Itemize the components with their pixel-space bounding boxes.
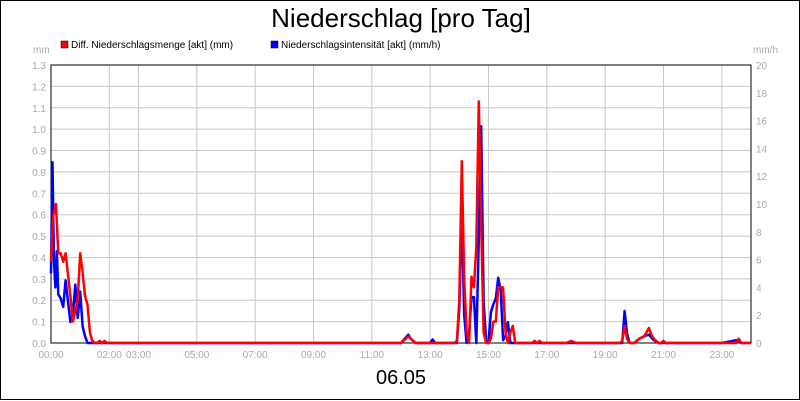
y-left-tick-label: 0.4 bbox=[32, 253, 46, 264]
y-left-tick-label: 1.2 bbox=[32, 82, 46, 93]
y-left-tick-label: 0.9 bbox=[32, 147, 46, 158]
y-right-tick-label: 18 bbox=[756, 89, 768, 100]
y-left-unit: mm bbox=[33, 45, 50, 56]
x-tick-label: 03:00 bbox=[126, 350, 151, 361]
y-left-tick-label: 1.3 bbox=[32, 61, 46, 72]
y-left-tick-label: 1.1 bbox=[32, 104, 46, 115]
x-tick-label: 21:00 bbox=[651, 350, 676, 361]
y-right-tick-label: 6 bbox=[756, 256, 762, 267]
y-left-tick-label: 0.7 bbox=[32, 189, 46, 200]
x-tick-label: 15:00 bbox=[476, 350, 501, 361]
y-left-tick-label: 0.3 bbox=[32, 275, 46, 286]
chart-title: Niederschlag [pro Tag] bbox=[271, 3, 531, 33]
x-tick-label: 05:00 bbox=[184, 350, 209, 361]
x-tick-label: 07:00 bbox=[243, 350, 268, 361]
legend-label: Diff. Niederschlagsmenge [akt] (mm) bbox=[71, 40, 233, 51]
y-right-tick-label: 0 bbox=[756, 339, 762, 350]
y-right-tick-label: 2 bbox=[756, 311, 762, 322]
y-right-tick-label: 12 bbox=[756, 172, 768, 183]
date-label: 06.05 bbox=[375, 367, 427, 389]
y-right-tick-label: 14 bbox=[756, 144, 768, 155]
y-left-tick-label: 0.2 bbox=[32, 296, 46, 307]
y-left-tick-label: 0.8 bbox=[32, 168, 46, 179]
x-tick-label: 11:00 bbox=[360, 350, 385, 361]
y-right-tick-label: 20 bbox=[756, 61, 768, 72]
x-tick-label: 00:00 bbox=[38, 350, 63, 361]
x-tick-label: 17:00 bbox=[534, 350, 559, 361]
y-left-tick-label: 0.0 bbox=[32, 339, 46, 350]
y-left-tick-label: 0.5 bbox=[32, 232, 46, 243]
x-tick-label: 09:00 bbox=[301, 350, 326, 361]
y-left-tick-label: 1.0 bbox=[32, 125, 46, 136]
legend-label: Niederschlagsintensität [akt] (mm/h) bbox=[281, 40, 441, 51]
y-right-tick-label: 10 bbox=[756, 200, 768, 211]
x-tick-label: 19:00 bbox=[593, 350, 618, 361]
y-right-tick-label: 4 bbox=[756, 283, 762, 294]
x-tick-label: 02:00 bbox=[97, 350, 122, 361]
legend-swatch bbox=[60, 40, 69, 49]
series-line-niederschlagsintensitaet bbox=[49, 124, 751, 345]
y-left-tick-label: 0.1 bbox=[32, 318, 46, 329]
y-right-tick-label: 8 bbox=[756, 228, 762, 239]
series-line-niederschlagsmenge bbox=[49, 100, 751, 345]
plot-border bbox=[50, 64, 752, 344]
y-right-unit: mm/h bbox=[753, 45, 778, 56]
legend-swatch bbox=[270, 40, 279, 49]
x-tick-label: 13:00 bbox=[418, 350, 443, 361]
y-left-tick-label: 0.6 bbox=[32, 211, 46, 222]
x-tick-label: 23:00 bbox=[709, 350, 734, 361]
y-right-tick-label: 16 bbox=[756, 117, 768, 128]
